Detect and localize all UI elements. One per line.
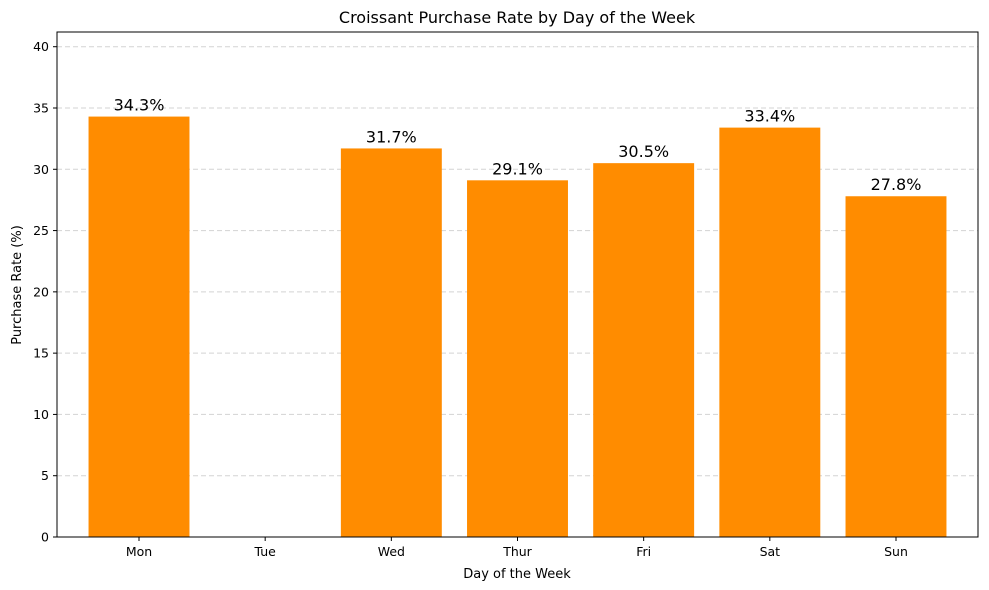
- data-label-sun: 27.8%: [871, 175, 922, 194]
- data-label-mon: 34.3%: [114, 96, 165, 115]
- bar-wed: [340, 148, 442, 538]
- bars: [88, 116, 947, 538]
- x-tick-label: Fri: [636, 544, 651, 559]
- data-label-wed: 31.7%: [366, 127, 417, 146]
- data-labels: 34.3% 31.7% 29.1% 30.5% 33.4% 27.8%: [114, 96, 922, 195]
- data-label-fri: 30.5%: [618, 142, 669, 161]
- bar-sun: [845, 196, 947, 538]
- y-tick-label: 40: [33, 39, 49, 54]
- y-tick-label: 15: [33, 346, 49, 361]
- x-tick-label: Wed: [378, 544, 405, 559]
- y-tick-label: 10: [33, 407, 49, 422]
- data-label-sat: 33.4%: [744, 107, 795, 126]
- y-tick-label: 0: [41, 530, 49, 545]
- bar-thur: [467, 180, 568, 537]
- x-tick-label: Mon: [126, 544, 152, 559]
- bar-sat: [719, 127, 821, 537]
- y-tick-label: 35: [33, 100, 49, 115]
- chart-title: Croissant Purchase Rate by Day of the We…: [339, 8, 696, 27]
- x-tick-label: Sun: [884, 544, 908, 559]
- y-axis-label: Purchase Rate (%): [10, 225, 25, 345]
- x-tick-label: Sat: [760, 544, 781, 559]
- y-tick-label: 20: [33, 284, 49, 299]
- x-axis-ticks: Mon Tue Wed Thur Fri Sat Sun: [126, 537, 908, 559]
- x-tick-label: Thur: [502, 544, 532, 559]
- y-tick-label: 30: [33, 162, 49, 177]
- bar-fri: [593, 163, 695, 538]
- y-tick-label: 5: [41, 468, 49, 483]
- x-tick-label: Tue: [253, 544, 276, 559]
- bar-mon: [88, 116, 190, 537]
- y-tick-label: 25: [33, 223, 49, 238]
- data-label-thur: 29.1%: [492, 159, 543, 178]
- x-axis-label: Day of the Week: [463, 567, 571, 582]
- y-axis-ticks: 0 5 10 15 20 25 30 35 40: [33, 39, 57, 545]
